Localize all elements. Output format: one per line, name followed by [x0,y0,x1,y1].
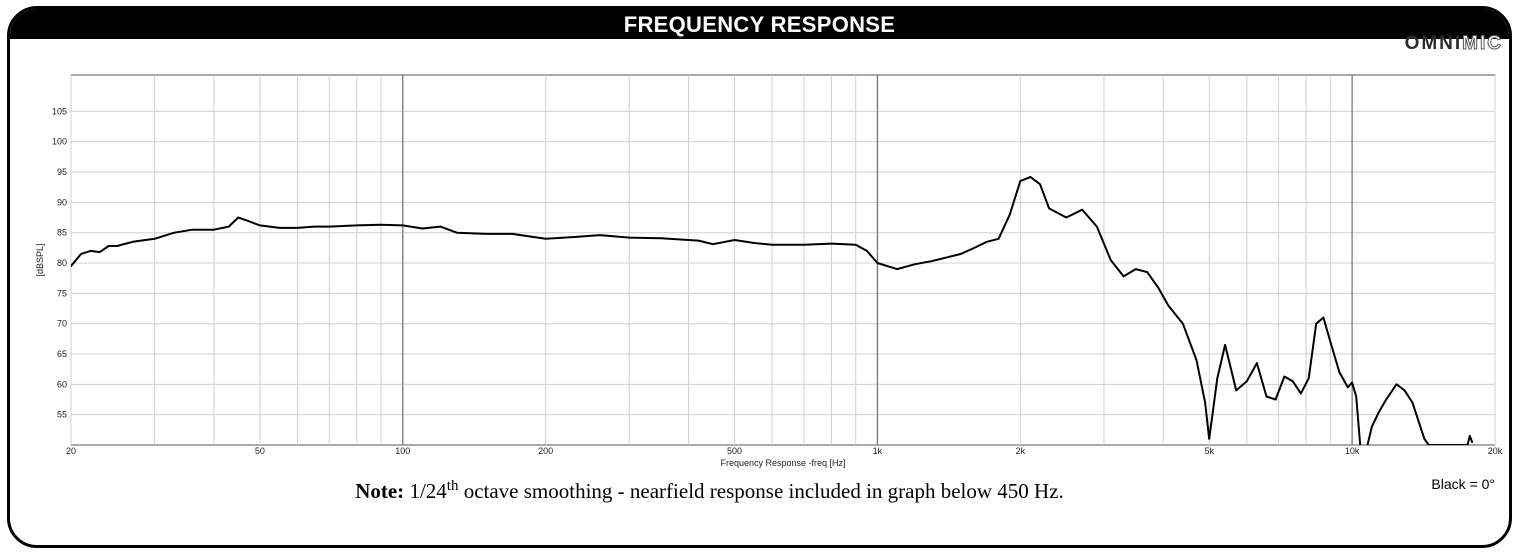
y-tick-labels: 55 60 65 70 75 80 85 90 95 100 105 [52,106,67,419]
y-tick-label: 55 [57,410,67,420]
y-tick-label: 95 [57,167,67,177]
response-curve [71,175,1474,445]
plot-area [70,74,1496,446]
x-tick-label: 500 [727,446,742,456]
x-tick-label: 100 [395,446,410,456]
x-tick-label: 2k [1016,446,1026,456]
angle-label: Black = 0° [1431,476,1495,492]
x-tick-label: 20k [1488,446,1503,456]
y-tick-label: 75 [57,288,67,298]
x-tick-label: 50 [255,446,265,456]
y-tick-label: 105 [52,106,67,116]
y-tick-label: 70 [57,319,67,329]
x-tick-labels: 20 50 100 200 500 1k 2k 5k 10k 20k [66,446,1503,456]
y-axis-label: [dBSPL] [35,243,45,276]
chart-title: FREQUENCY RESPONSE [10,9,1509,39]
minor-gridlines [70,75,1496,445]
omnimic-logo: OMNIMIC [1404,33,1503,55]
x-axis-label: Frequency Response -freq [Hz] [720,458,845,468]
y-tick-label: 65 [57,349,67,359]
y-tick-label: 100 [52,137,67,147]
x-tick-label: 20 [66,446,76,456]
x-tick-label: 5k [1204,446,1214,456]
y-tick-label: 85 [57,228,67,238]
y-tick-label: 80 [57,258,67,268]
y-tick-label: 90 [57,197,67,207]
x-tick-label: 1k [873,446,883,456]
smoothing-note: Note: 1/24th octave smoothing - nearfiel… [355,478,1064,503]
x-tick-label: 200 [538,446,553,456]
y-tick-label: 60 [57,379,67,389]
x-tick-label: 10k [1345,446,1360,456]
